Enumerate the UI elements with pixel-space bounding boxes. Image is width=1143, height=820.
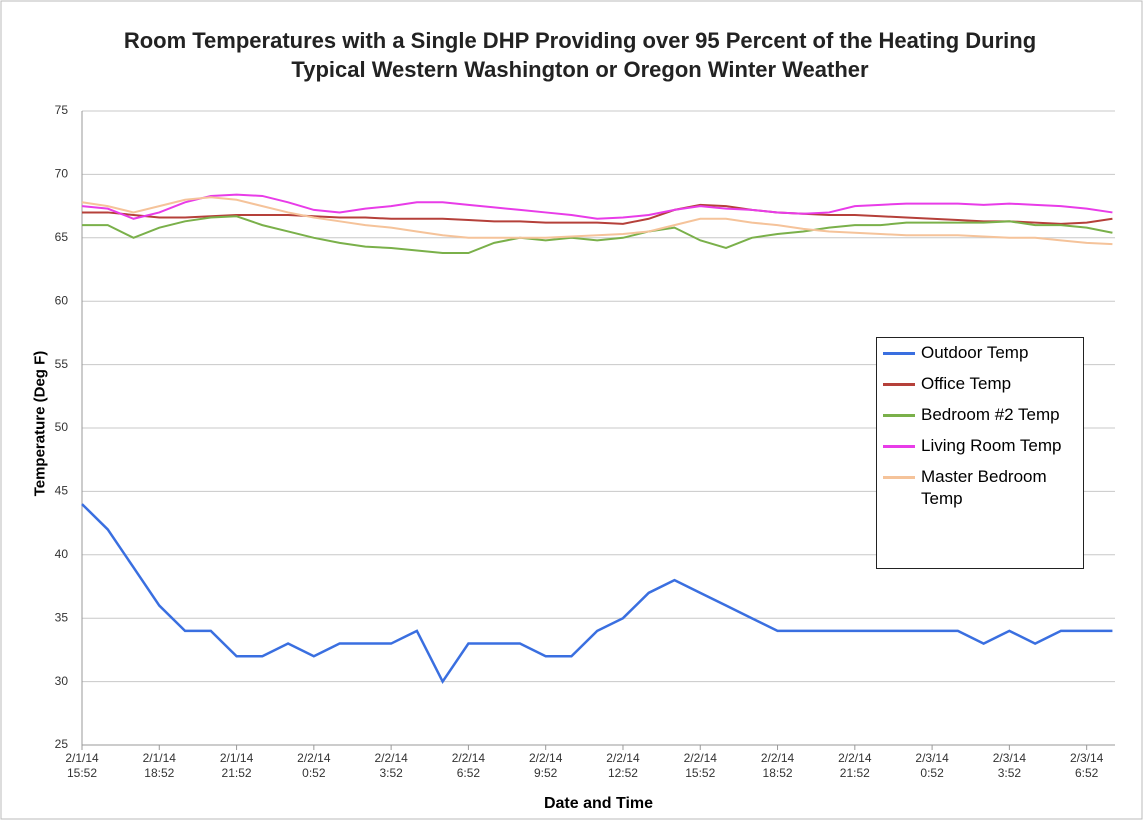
y-axis-label: Temperature (Deg F) — [31, 350, 49, 497]
x-tick-label: 2/2/14 18:52 — [760, 751, 795, 780]
legend-label: Bedroom #2 Temp — [921, 405, 1060, 424]
y-tick-label: 40 — [55, 547, 69, 561]
x-tick-label: 2/2/14 3:52 — [374, 751, 408, 780]
y-tick-label: 70 — [55, 167, 69, 181]
y-tick-label: 55 — [55, 357, 69, 371]
series-line — [81, 196, 1113, 246]
x-axis-label: Date and Time — [543, 795, 654, 812]
legend-swatch — [883, 414, 915, 417]
legend-entry: Outdoor Temp — [883, 342, 1077, 364]
series-line — [82, 215, 1113, 255]
legend-label: Office Temp — [921, 374, 1012, 393]
y-tick-label: 65 — [55, 230, 69, 244]
legend-swatch — [883, 352, 915, 355]
series-line — [81, 193, 1113, 220]
legend-entry: Living Room Temp — [883, 435, 1077, 457]
chart-title: Room Temperatures with a Single DHP Prov… — [123, 28, 1037, 82]
x-tick-label: 2/2/14 0:52 — [297, 751, 331, 780]
legend-entry: Office Temp — [883, 373, 1077, 395]
x-tick-label: 2/1/14 15:52 — [65, 751, 99, 780]
y-tick-label: 50 — [55, 420, 69, 434]
legend-entry: Bedroom #2 Temp — [883, 404, 1077, 426]
x-tick-label: 2/3/14 3:52 — [992, 751, 1027, 780]
legend: Outdoor Temp Office Temp Bedroom #2 Temp Li… — [876, 337, 1084, 569]
y-tick-label: 45 — [55, 484, 69, 498]
series-line — [81, 503, 1113, 685]
x-tick-label: 2/2/14 6:52 — [451, 751, 486, 780]
series-line — [82, 203, 1113, 225]
x-tick-label: 2/3/14 6:52 — [1069, 751, 1104, 780]
x-tick-label: 2/1/14 18:52 — [142, 751, 176, 780]
legend-label: Master Bedroom Temp — [921, 467, 1047, 508]
x-tick-label: 2/2/14 9:52 — [529, 751, 563, 780]
y-tick-label: 30 — [55, 674, 69, 688]
y-tick-label: 25 — [55, 737, 69, 751]
x-tick-label: 2/2/14 12:52 — [606, 751, 640, 780]
x-tick-label: 2/2/14 21:52 — [838, 751, 872, 780]
x-tick-label: 2/3/14 0:52 — [915, 751, 949, 780]
y-tick-label: 75 — [55, 103, 69, 117]
legend-label: Outdoor Temp — [921, 343, 1029, 362]
legend-label: Living Room Temp — [921, 436, 1062, 455]
x-tick-label: 2/2/14 15:52 — [683, 751, 717, 780]
y-tick-label: 60 — [55, 293, 69, 307]
legend-swatch — [883, 383, 915, 386]
legend-entry: Master Bedroom Temp — [883, 466, 1077, 510]
x-tick-label: 2/1/14 21:52 — [219, 751, 254, 780]
legend-swatch — [883, 445, 915, 448]
legend-swatch — [883, 476, 915, 479]
y-tick-label: 35 — [55, 610, 69, 624]
